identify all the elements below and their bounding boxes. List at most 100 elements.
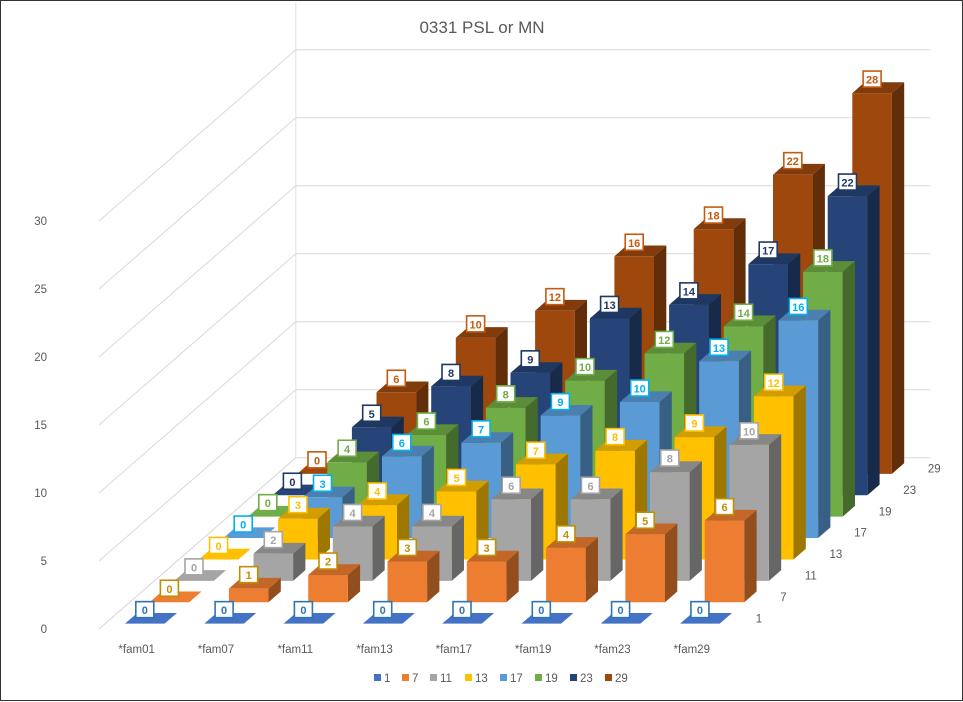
data-label-text: 6 — [508, 481, 514, 493]
bar-front — [546, 547, 586, 603]
data-label: 0 — [214, 600, 234, 619]
data-label-text: 6 — [587, 481, 593, 493]
data-label: 6 — [416, 412, 437, 430]
legend-label: 23 — [580, 673, 593, 685]
data-label-text: 8 — [667, 454, 673, 466]
data-label-box — [531, 600, 552, 619]
data-label: 9 — [520, 350, 541, 368]
series-depth-label: 13 — [830, 549, 843, 561]
data-label-box — [288, 495, 308, 514]
data-label-text: 2 — [325, 557, 331, 569]
bar — [308, 564, 361, 603]
data-label: 0 — [257, 493, 278, 512]
y-tick-label: 5 — [41, 556, 47, 568]
data-label-box — [441, 363, 461, 382]
data-label-box — [654, 330, 675, 349]
bar-side — [891, 82, 905, 474]
data-label-box — [556, 525, 576, 543]
data-label-box — [733, 303, 754, 322]
data-label-text: 17 — [762, 246, 774, 258]
data-label-box — [386, 369, 407, 388]
series-depth-label: 17 — [854, 528, 867, 540]
data-label-box — [293, 600, 314, 619]
bar-side — [768, 434, 782, 581]
data-label-text: 0 — [240, 520, 246, 532]
bar-side — [317, 507, 330, 560]
data-label-box — [159, 579, 180, 598]
data-label: 18 — [813, 249, 833, 267]
bar-front — [253, 553, 294, 581]
legend-label: 17 — [510, 673, 523, 685]
data-label-text: 16 — [792, 302, 804, 314]
bar-side — [842, 261, 855, 517]
data-label: 12 — [763, 373, 784, 392]
data-label-text: 5 — [369, 409, 375, 421]
legend-item: 13 — [465, 673, 488, 685]
bar — [253, 542, 306, 581]
bar-front — [704, 520, 745, 603]
data-label: 2 — [318, 552, 338, 570]
chart-gridlines — [98, 49, 931, 630]
data-label-text: 12 — [658, 335, 670, 347]
data-label-box — [307, 451, 327, 469]
data-label-text: 0 — [459, 605, 465, 617]
data-label: 18 — [703, 206, 724, 224]
data-label-box — [782, 151, 803, 170]
data-label-text: 16 — [628, 238, 640, 250]
legend-item: 17 — [500, 673, 523, 685]
data-label-text: 2 — [270, 535, 276, 547]
bar-side — [689, 461, 702, 581]
y-tick-label: 0 — [41, 624, 47, 636]
data-label-text: 4 — [350, 508, 357, 520]
data-label-text: 10 — [579, 362, 591, 374]
data-label: 0 — [159, 579, 180, 598]
data-label-text: 0 — [314, 455, 320, 467]
data-label: 14 — [679, 282, 699, 300]
data-label-text: 5 — [642, 516, 648, 528]
category-label: *fam23 — [594, 644, 630, 656]
data-label: 5 — [635, 511, 656, 530]
data-label-box — [233, 515, 253, 533]
series-depth-label: 1 — [756, 613, 762, 625]
data-label: 12 — [545, 287, 565, 306]
data-label: 0 — [690, 600, 710, 619]
data-label: 28 — [862, 70, 882, 88]
data-label: 16 — [624, 233, 645, 252]
data-label-box — [208, 536, 229, 555]
bar-side — [744, 509, 757, 603]
bar-side — [531, 488, 544, 581]
data-label: 7 — [471, 420, 491, 438]
data-label-text: 9 — [527, 354, 533, 366]
bar — [546, 537, 598, 603]
data-label: 0 — [135, 600, 155, 619]
bar-side — [347, 564, 361, 603]
data-label-box — [416, 412, 437, 430]
data-label-box — [703, 206, 724, 224]
data-label-text: 6 — [423, 417, 429, 429]
data-label-box — [862, 70, 882, 88]
data-label-box — [635, 511, 656, 530]
data-label-box — [184, 558, 204, 576]
data-label-text: 18 — [817, 253, 829, 265]
data-label-box — [465, 315, 486, 333]
data-label-text: 14 — [737, 308, 750, 320]
data-label: 13 — [599, 295, 620, 314]
data-label-text: 8 — [503, 389, 509, 401]
data-label-text: 3 — [484, 543, 490, 555]
data-label: 10 — [629, 379, 650, 397]
data-label-box — [758, 241, 779, 259]
data-label-text: 0 — [221, 605, 227, 617]
data-label-text: 4 — [374, 487, 381, 499]
data-label-box — [312, 474, 333, 493]
data-label: 2 — [263, 530, 284, 549]
data-label-text: 13 — [713, 343, 725, 355]
data-label-box — [837, 173, 858, 191]
data-label: 10 — [739, 422, 759, 440]
data-label-box — [575, 357, 595, 376]
legend-swatch — [374, 674, 381, 681]
data-label-text: 4 — [344, 444, 351, 456]
data-label-box — [580, 476, 601, 495]
data-label-box — [446, 468, 467, 487]
data-label: 0 — [282, 472, 303, 491]
